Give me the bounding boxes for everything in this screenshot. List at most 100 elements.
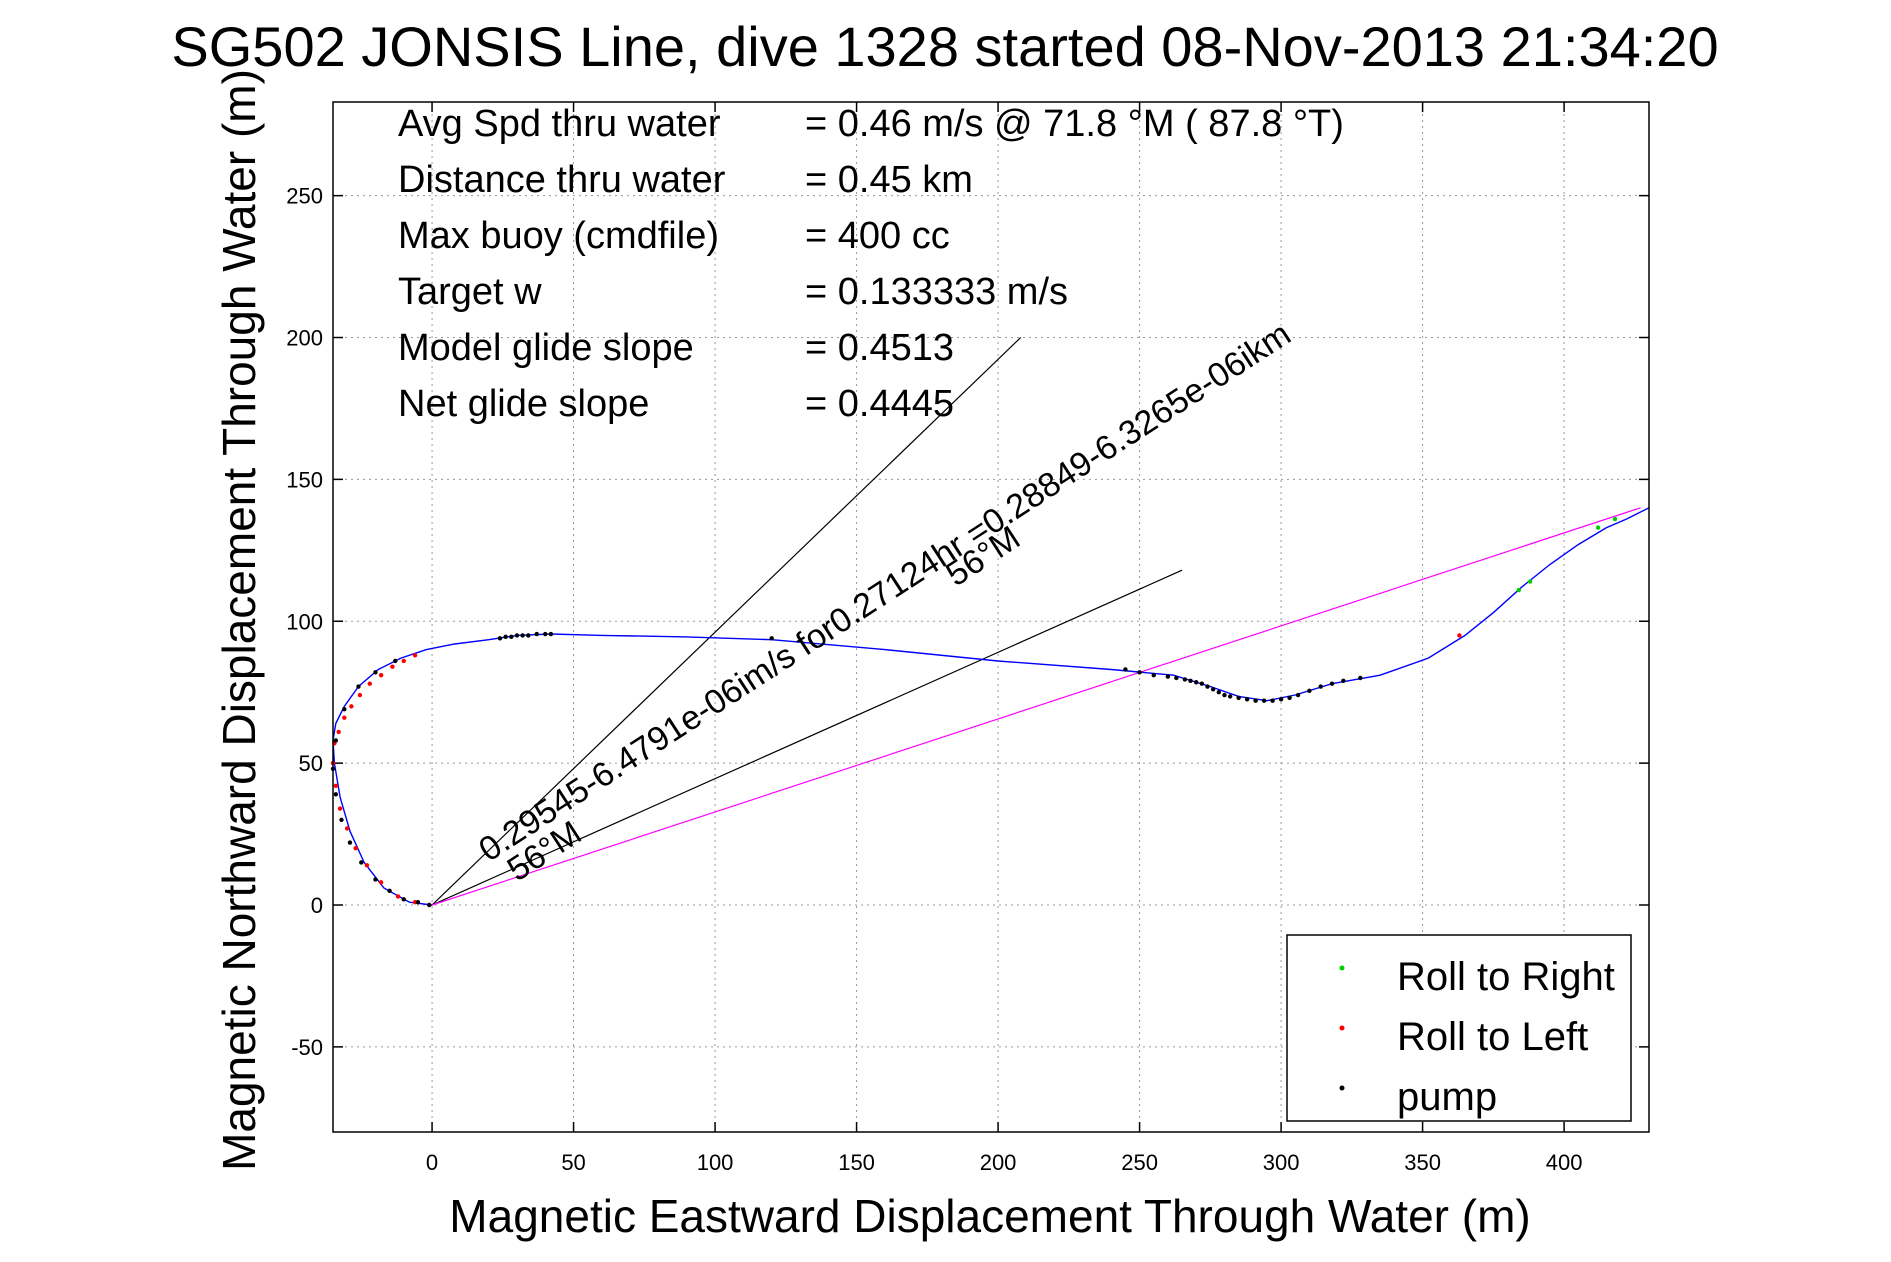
data-point-pump: [1236, 695, 1241, 701]
data-point-pump: [373, 670, 378, 675]
stat-value: = 0.133333 m/s: [805, 271, 1068, 313]
heading-line-lower: [431, 569, 1183, 906]
y-tick-label: 150: [286, 467, 323, 492]
x-tick-label: 150: [838, 1150, 875, 1175]
data-point-pump: [1329, 681, 1335, 686]
legend-marker-roll-left: [1339, 1025, 1345, 1031]
x-tick-label: 300: [1263, 1150, 1300, 1175]
data-point-pump: [342, 707, 347, 712]
data-point-pump: [520, 633, 525, 638]
x-axis-label: Magnetic Eastward Displacement Through W…: [449, 1190, 1530, 1242]
data-point-roll-to-right: [1516, 587, 1522, 593]
data-point-pump: [497, 636, 503, 641]
plot-frame: [332, 101, 1650, 1133]
data-point-pump: [1165, 674, 1171, 679]
legend-label-pump: pump: [1397, 1075, 1497, 1119]
data-point-pump: [1199, 681, 1205, 686]
data-point-roll-to-left: [412, 653, 418, 658]
legend-label-roll-left: Roll to Left: [1397, 1015, 1588, 1059]
data-point-pump: [359, 860, 364, 865]
legend-marker-roll-right: [1339, 965, 1345, 971]
data-point-pump: [1188, 678, 1193, 684]
data-point-roll-to-left: [378, 672, 384, 678]
data-point-pump: [333, 738, 339, 743]
data-point-roll-to-right: [1527, 579, 1533, 584]
data-point-pump: [509, 634, 514, 640]
data-point-pump: [1307, 688, 1312, 693]
y-tick-label: 100: [286, 609, 323, 634]
data-point-pump: [1222, 692, 1227, 698]
data-point-pump: [1193, 680, 1199, 685]
x-tick-label: 50: [561, 1150, 585, 1175]
data-point-pump: [347, 840, 353, 845]
stat-value: = 400 cc: [805, 215, 950, 257]
data-point-pump: [1205, 684, 1210, 689]
y-tick-label: 0: [311, 893, 323, 918]
data-point-pump: [1261, 698, 1267, 703]
data-point-pump: [415, 899, 421, 905]
data-point-pump: [356, 684, 361, 689]
data-point-pump: [333, 792, 339, 797]
data-point-pump: [543, 631, 548, 637]
data-point-roll-to-right: [1612, 516, 1618, 522]
data-point-pump: [427, 902, 432, 908]
data-point-roll-to-left: [390, 664, 395, 669]
data-point-roll-to-left: [337, 806, 343, 811]
data-point-roll-to-left: [342, 715, 347, 720]
data-point-pump: [514, 633, 520, 638]
data-point-roll-to-left: [357, 692, 363, 698]
data-point-pump: [1182, 677, 1188, 682]
data-point-roll-to-left: [333, 783, 339, 789]
legend-label-roll-right: Roll to Right: [1397, 955, 1615, 999]
data-point-pump: [534, 631, 539, 637]
data-point-roll-to-left: [395, 894, 401, 899]
stat-value: = 0.46 m/s @ 71.8 °M ( 87.8 °T): [805, 103, 1344, 145]
data-point-roll-to-left: [401, 658, 406, 664]
stat-label: Avg Spd thru water: [398, 103, 721, 145]
y-tick-label: 250: [286, 184, 323, 209]
data-point-pump: [1253, 698, 1258, 703]
data-point-pump: [1270, 698, 1275, 703]
heading-line-upper: [431, 337, 1022, 906]
data-point-pump: [373, 877, 378, 882]
y-axis-label: Magnetic Northward Displacement Through …: [213, 69, 265, 1171]
data-point-roll-to-left: [367, 681, 372, 686]
data-point-pump: [339, 817, 344, 823]
data-point-pump: [1358, 675, 1363, 681]
data-point-pump: [387, 888, 392, 894]
x-tick-label: 0: [426, 1150, 438, 1175]
data-point-pump: [1174, 675, 1179, 681]
data-point-pump: [1295, 692, 1301, 698]
net-displacement-line: [431, 507, 1641, 906]
data-point-pump: [1318, 684, 1323, 689]
data-point-pump: [1227, 694, 1233, 699]
data-point-pump: [548, 631, 554, 637]
axis-ticks: 0 50 100 150 200 250 300 350 400 -50 0 50 100 150 200 2…: [286, 102, 1649, 1175]
x-tick-label: 100: [697, 1150, 734, 1175]
data-point-pump: [769, 636, 774, 641]
data-point-pump: [1216, 689, 1222, 695]
stat-label: Model glide slope: [398, 327, 694, 369]
stats-panel: Avg Spd thru water = 0.46 m/s @ 71.8 °M (…: [398, 103, 1344, 425]
x-tick-label: 250: [1121, 1150, 1158, 1175]
data-point-pump: [401, 897, 406, 902]
data-point-roll-to-left: [364, 863, 370, 868]
data-point-pump: [1287, 695, 1292, 701]
y-tick-label: -50: [291, 1035, 323, 1060]
data-point-pump: [1341, 678, 1346, 684]
legend-marker-pump: [1339, 1085, 1345, 1091]
stat-value: = 0.45 km: [805, 159, 973, 201]
x-tick-label: 400: [1546, 1150, 1583, 1175]
chart-title: SG502 JONSIS Line, dive 1328 started 08-…: [171, 15, 1718, 78]
data-point-pump: [526, 633, 531, 638]
stat-label: Max buoy (cmdfile): [398, 215, 719, 257]
reference-lines: [431, 337, 1641, 906]
stat-value: = 0.4445: [805, 383, 954, 425]
data-point-roll-to-left: [378, 880, 384, 885]
legend: Roll to Right Roll to Left pump: [1286, 934, 1632, 1122]
data-point-roll-to-left: [1457, 633, 1462, 638]
data-point-pump: [1137, 670, 1142, 675]
data-point-roll-to-left: [336, 729, 341, 735]
x-tick-label: 350: [1404, 1150, 1441, 1175]
y-tick-label: 50: [299, 751, 323, 776]
